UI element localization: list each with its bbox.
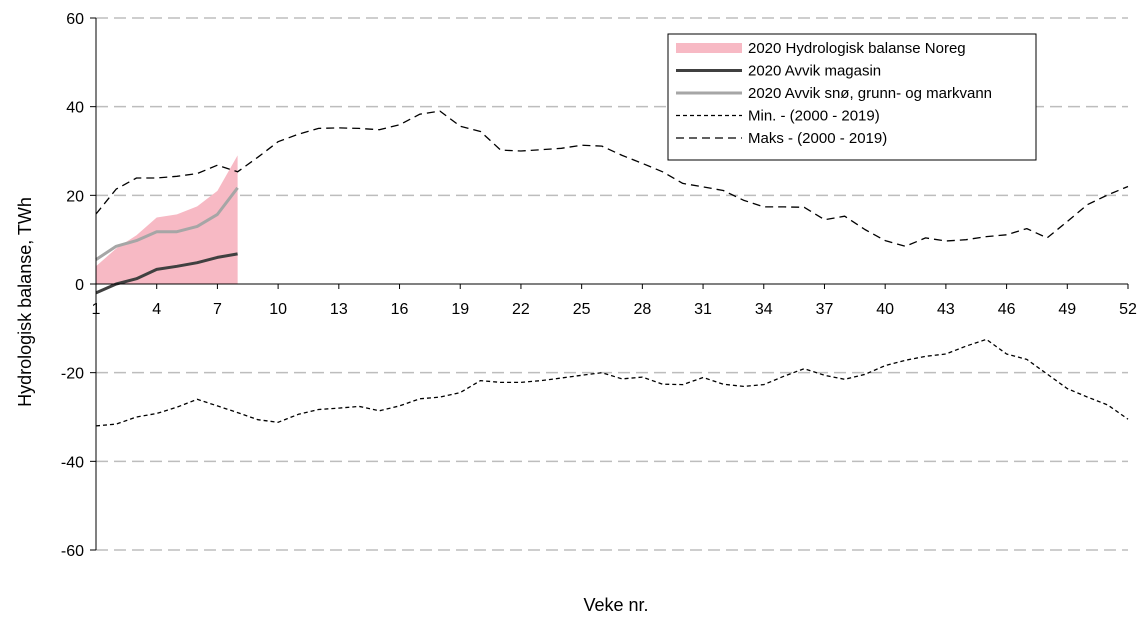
- legend-label: 2020 Avvik snø, grunn- og markvann: [748, 85, 992, 102]
- x-tick-label: 31: [694, 301, 712, 318]
- x-tick-label: 37: [816, 301, 834, 318]
- axes: -60 -40 -20 0 20 40 60 1 4 7 10 13 16 19 22 25 28 31 34 37 4…: [61, 11, 1137, 560]
- x-tick-label: 22: [512, 301, 530, 318]
- legend: 2020 Hydrologisk balanse Noreg 2020 Avvik…: [667, 33, 1037, 161]
- y-axis-title: Hydrologisk balanse, TWh: [15, 197, 35, 407]
- y-tick-label: -60: [61, 543, 84, 560]
- legend-label: Min. - (2000 - 2019): [748, 108, 880, 125]
- x-tick-label: 19: [451, 301, 469, 318]
- x-axis-title: Veke nr.: [583, 595, 648, 615]
- line-series: [95, 252, 238, 295]
- x-tick-label: 28: [633, 301, 651, 318]
- x-tick-label: 7: [213, 301, 222, 318]
- y-tick-label: 20: [66, 188, 84, 205]
- y-tick-label: -40: [61, 454, 84, 471]
- y-tick-label: 0: [75, 277, 84, 294]
- plot-area: [95, 110, 1129, 427]
- x-tick-label: 4: [152, 301, 161, 318]
- legend-label: 2020 Hydrologisk balanse Noreg: [748, 40, 966, 57]
- line-series: [95, 338, 1129, 427]
- x-tick-label: 49: [1058, 301, 1076, 318]
- x-tick-label: 25: [573, 301, 591, 318]
- x-tick-label: 43: [937, 301, 955, 318]
- area-series: [96, 155, 238, 284]
- legend-swatch: [676, 43, 742, 53]
- y-tick-label: 40: [66, 100, 84, 117]
- x-tick-label: 52: [1119, 301, 1137, 318]
- gridlines: [96, 17, 1128, 551]
- x-tick-label: 1: [92, 301, 101, 318]
- line-series: [95, 110, 1129, 247]
- x-tick-label: 34: [755, 301, 773, 318]
- x-tick-label: 16: [391, 301, 409, 318]
- y-tick-label: -20: [61, 366, 84, 383]
- x-tick-label: 13: [330, 301, 348, 318]
- x-tick-label: 40: [876, 301, 894, 318]
- legend-label: 2020 Avvik magasin: [748, 63, 881, 80]
- legend-label: Maks - (2000 - 2019): [748, 130, 887, 147]
- line-series: [95, 186, 239, 261]
- legend-box: [667, 33, 1037, 161]
- x-tick-label: 10: [269, 301, 287, 318]
- y-tick-label: 60: [66, 11, 84, 28]
- x-tick-label: 46: [998, 301, 1016, 318]
